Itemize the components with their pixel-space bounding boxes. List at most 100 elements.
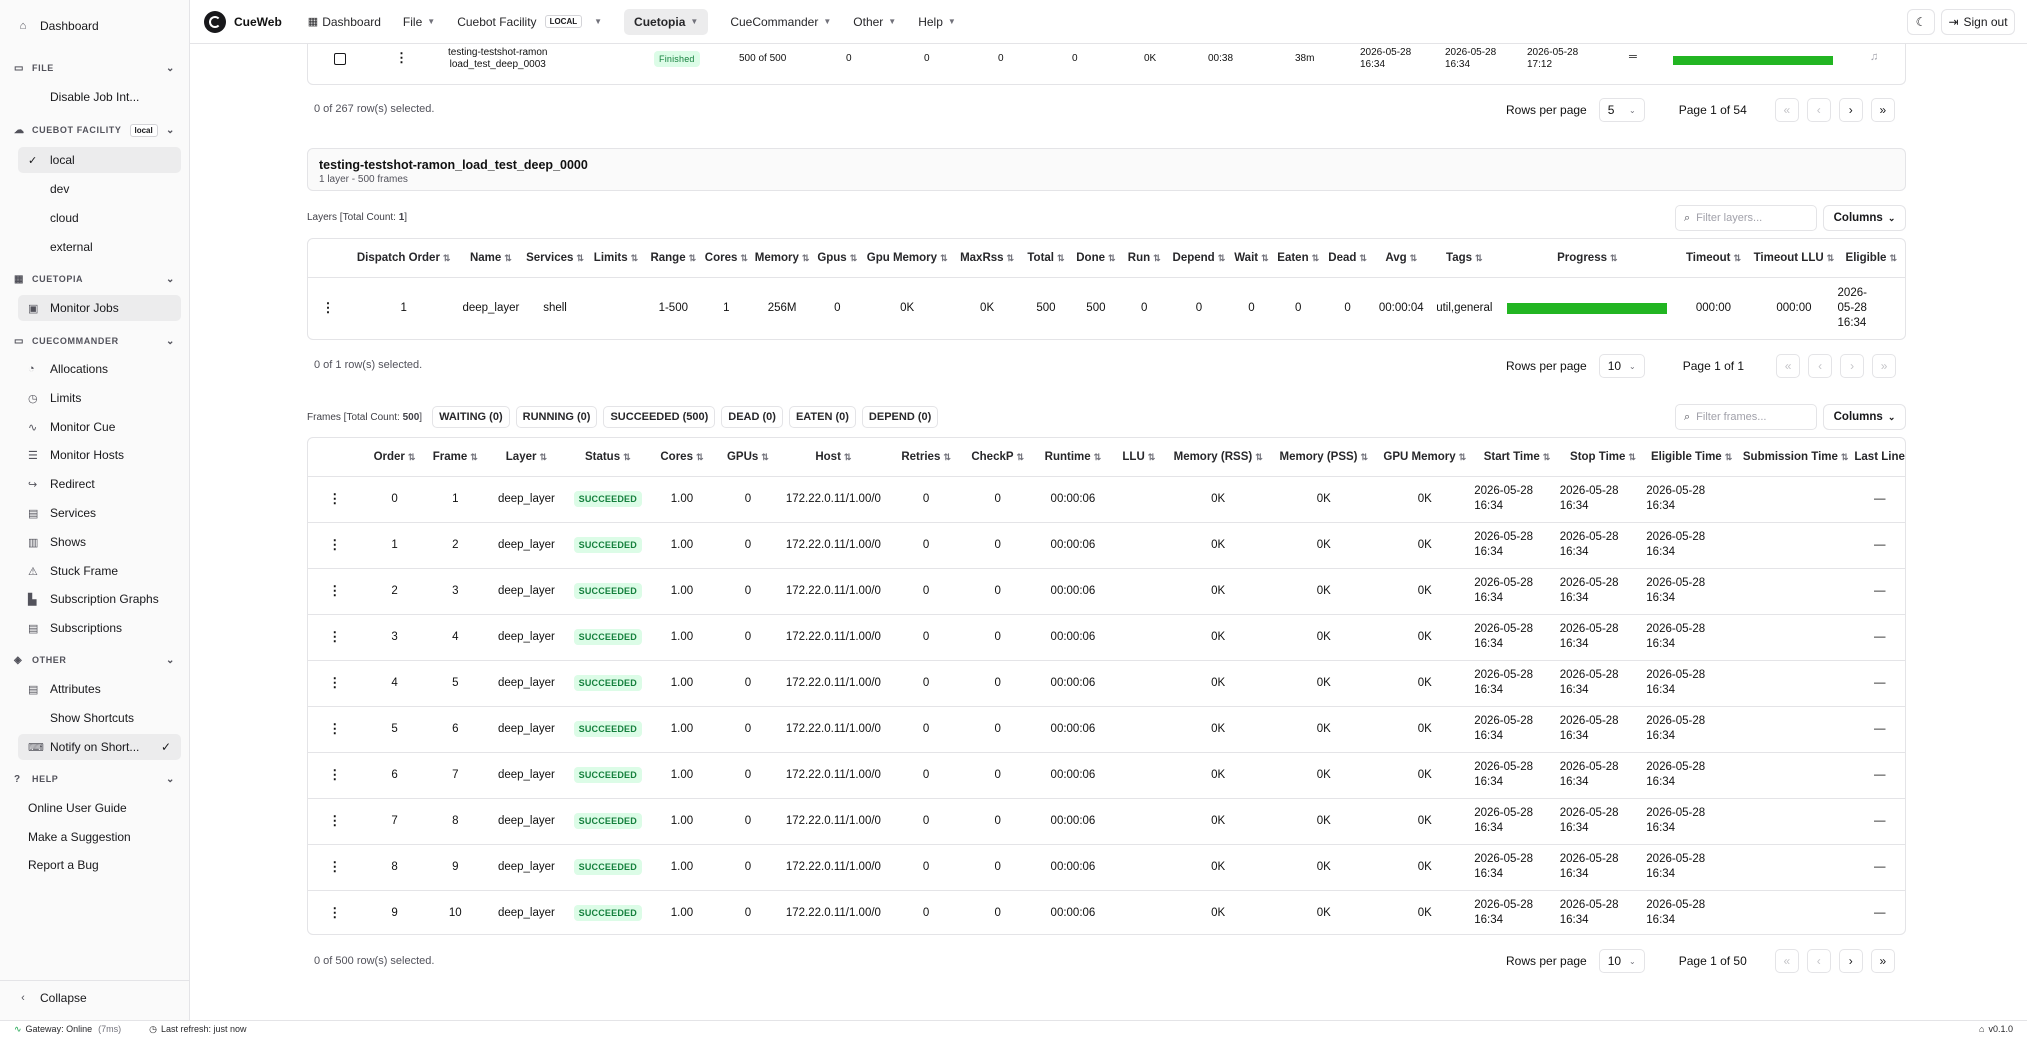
col-done[interactable]: Done ⇅ <box>1076 251 1116 264</box>
col-memory-pss[interactable]: Memory (PSS) ⇅ <box>1279 450 1369 463</box>
col-eaten[interactable]: Eaten ⇅ <box>1277 251 1320 264</box>
sidebar-item-stuck-frame[interactable]: ⚠ Stuck Frame <box>28 564 119 578</box>
next-page-button[interactable]: › <box>1838 949 1863 973</box>
row-menu-icon[interactable]: ⋮ <box>328 537 342 552</box>
row-menu-icon[interactable]: ⋮ <box>321 300 335 316</box>
col-total[interactable]: Total ⇅ <box>1027 251 1065 264</box>
sign-out-button[interactable]: ⇥ Sign out <box>1941 9 2015 35</box>
sidebar-item-show-shortcuts[interactable]: Show Shortcuts <box>50 711 135 725</box>
col-gpu-memory[interactable]: Gpu Memory ⇅ <box>866 251 948 264</box>
col-range[interactable]: Range ⇅ <box>650 251 697 264</box>
row-menu-icon[interactable]: ⋮ <box>328 491 342 506</box>
row-menu-icon[interactable]: ⋮ <box>328 905 342 921</box>
nav-help[interactable]: Help ▼ <box>918 14 956 29</box>
sidebar-item-monitor-hosts[interactable]: ☰ Monitor Hosts <box>28 448 125 462</box>
frame-row[interactable]: ⋮ 5 6 deep_layer SUCCEEDED 1.00 0 172.22.0.11/1… <box>308 705 1905 752</box>
col-name[interactable]: Name ⇅ <box>469 251 512 264</box>
first-page-button[interactable]: « <box>1776 354 1801 378</box>
sidebar-item-notify-shortcuts[interactable]: ⌨ Notify on Short... ✓ <box>18 734 181 760</box>
sidebar-item-monitor-jobs[interactable]: ▣ Monitor Jobs <box>18 295 181 321</box>
col-retries[interactable]: Retries ⇅ <box>901 450 951 463</box>
col-cores[interactable]: Cores ⇅ <box>704 251 748 264</box>
chip-dead[interactable]: DEAD (0) <box>721 406 783 428</box>
next-page-button[interactable]: › <box>1838 98 1863 122</box>
row-menu-icon[interactable]: ⋮ <box>328 675 342 690</box>
col-submission-time[interactable]: Submission Time ⇅ <box>1742 450 1849 463</box>
row-menu-icon[interactable]: ⋮ <box>328 859 342 874</box>
brand[interactable]: CueWeb <box>204 10 282 33</box>
sidebar-item-redirect[interactable]: ↪ Redirect <box>28 477 95 491</box>
col-order[interactable]: Order ⇅ <box>373 450 416 463</box>
nav-other[interactable]: Other ▼ <box>853 14 897 29</box>
prev-page-button[interactable]: ‹ <box>1806 949 1831 973</box>
col-timeout-llu[interactable]: Timeout LLU ⇅ <box>1753 251 1835 264</box>
sidebar-item-suggestion[interactable]: Make a Suggestion <box>28 830 131 844</box>
col-avg[interactable]: Avg ⇅ <box>1385 251 1418 264</box>
col-gpus[interactable]: Gpus ⇅ <box>817 251 858 264</box>
filter-frames-input[interactable]: ⌕ Filter frames... <box>1675 404 1817 430</box>
frame-row[interactable]: ⋮ 2 3 deep_layer SUCCEEDED 1.00 0 172.22.0.11/1… <box>308 567 1905 614</box>
chip-depend[interactable]: DEPEND (0) <box>861 406 939 428</box>
nav-cuetopia[interactable]: Cuetopia ▼ <box>624 8 709 35</box>
col-runtime[interactable]: Runtime ⇅ <box>1044 450 1102 463</box>
row-checkbox[interactable] <box>334 53 346 65</box>
col-cores[interactable]: Cores ⇅ <box>660 450 704 463</box>
last-page-button[interactable]: » <box>1870 98 1895 122</box>
col-llu[interactable]: LLU ⇅ <box>1122 450 1156 463</box>
col-eligible[interactable]: Eligible ⇅ <box>1845 251 1897 264</box>
row-menu-icon[interactable]: ⋮ <box>328 767 342 782</box>
frame-row[interactable]: ⋮ 4 5 deep_layer SUCCEEDED 1.00 0 172.22.0.11/1… <box>308 659 1905 706</box>
col-depend[interactable]: Depend ⇅ <box>1172 251 1226 264</box>
sidebar-item-allocations[interactable]: ◔ Allocations <box>28 362 109 376</box>
first-page-button[interactable]: « <box>1774 98 1799 122</box>
frames-columns-button[interactable]: Columns ⌄ <box>1823 404 1906 430</box>
sidebar-section-facility[interactable]: ☁ CUEBOT FACILITY local ⌄ <box>14 123 175 137</box>
collapse-button[interactable]: ‹ Collapse <box>10 985 181 1011</box>
sidebar-item-attributes[interactable]: ▤ Attributes <box>28 682 101 696</box>
col-status[interactable]: Status ⇅ <box>584 450 631 463</box>
frame-row[interactable]: ⋮ 0 1 deep_layer SUCCEEDED 1.00 0 172.22.0.11/1… <box>308 475 1905 522</box>
sidebar-item-external[interactable]: external <box>50 240 93 254</box>
sidebar-section-help[interactable]: ? HELP ⌄ <box>14 773 175 785</box>
col-host[interactable]: Host ⇅ <box>815 450 852 463</box>
sidebar-item-user-guide[interactable]: Online User Guide <box>28 801 127 815</box>
frame-row[interactable]: ⋮ 7 8 deep_layer SUCCEEDED 1.00 0 172.22.0.11/1… <box>308 797 1905 844</box>
col-start-time[interactable]: Start Time ⇅ <box>1483 450 1551 463</box>
row-menu-icon[interactable]: ⋮ <box>328 813 342 828</box>
row-menu-icon[interactable]: ⋮ <box>328 721 342 736</box>
row-menu-icon[interactable]: ⋮ <box>395 50 408 65</box>
job-row[interactable]: ⋮ testing-testshot-ramon load_test_deep_0… <box>308 44 1905 84</box>
col-layer[interactable]: Layer ⇅ <box>505 450 548 463</box>
chip-waiting[interactable]: WAITING (0) <box>432 406 510 428</box>
sidebar-dashboard[interactable]: ⌂ Dashboard <box>10 13 181 39</box>
col-checkp[interactable]: CheckP ⇅ <box>971 450 1025 463</box>
frame-row[interactable]: ⋮ 9 10 deep_layer SUCCEEDED 1.00 0 172.22.0.11/… <box>308 889 1905 934</box>
jobs-rows-per-page-select[interactable]: 5 ⌄ <box>1598 98 1645 122</box>
row-menu-icon[interactable]: ⋮ <box>328 583 342 598</box>
col-dispatch-order[interactable]: Dispatch Order ⇅ <box>356 251 451 264</box>
prev-page-button[interactable]: ‹ <box>1808 354 1833 378</box>
col-progress[interactable]: Progress ⇅ <box>1557 251 1618 264</box>
nav-cuecommander[interactable]: CueCommander ▼ <box>730 14 832 29</box>
sidebar-item-dev[interactable]: dev <box>50 182 70 196</box>
sidebar-item-limits[interactable]: ◷ Limits <box>28 391 82 405</box>
sidebar-section-file[interactable]: ▭ FILE ⌄ <box>14 62 175 74</box>
sidebar-section-cuetopia[interactable]: ▦ CUETOPIA ⌄ <box>14 273 175 285</box>
nav-file[interactable]: File ▼ <box>402 14 436 29</box>
frame-row[interactable]: ⋮ 1 2 deep_layer SUCCEEDED 1.00 0 172.22.0.11/1… <box>308 521 1905 568</box>
sidebar-item-services[interactable]: ▤ Services <box>28 506 97 520</box>
col-run[interactable]: Run ⇅ <box>1127 251 1161 264</box>
chip-running[interactable]: RUNNING (0) <box>515 406 598 428</box>
col-services[interactable]: Services ⇅ <box>526 251 584 264</box>
sidebar-section-cuecommander[interactable]: ▭ CUECOMMANDER ⌄ <box>14 335 175 347</box>
col-timeout[interactable]: Timeout ⇅ <box>1685 251 1742 264</box>
col-last-line[interactable]: Last Line⇅ <box>1854 450 1905 463</box>
chip-succeeded[interactable]: SUCCEEDED (500) <box>603 406 716 428</box>
sidebar-item-shows[interactable]: ▥ Shows <box>28 535 87 549</box>
layer-row[interactable]: ⋮ 1 deep_layer shell 1-500 1 256M 0 0K 0… <box>308 276 1905 339</box>
layers-columns-button[interactable]: Columns ⌄ <box>1823 205 1906 231</box>
next-page-button[interactable]: › <box>1840 354 1865 378</box>
sidebar-item-report-bug[interactable]: Report a Bug <box>28 858 99 872</box>
col-stop-time[interactable]: Stop Time ⇅ <box>1570 450 1636 463</box>
col-maxrss[interactable]: MaxRss ⇅ <box>960 251 1015 264</box>
